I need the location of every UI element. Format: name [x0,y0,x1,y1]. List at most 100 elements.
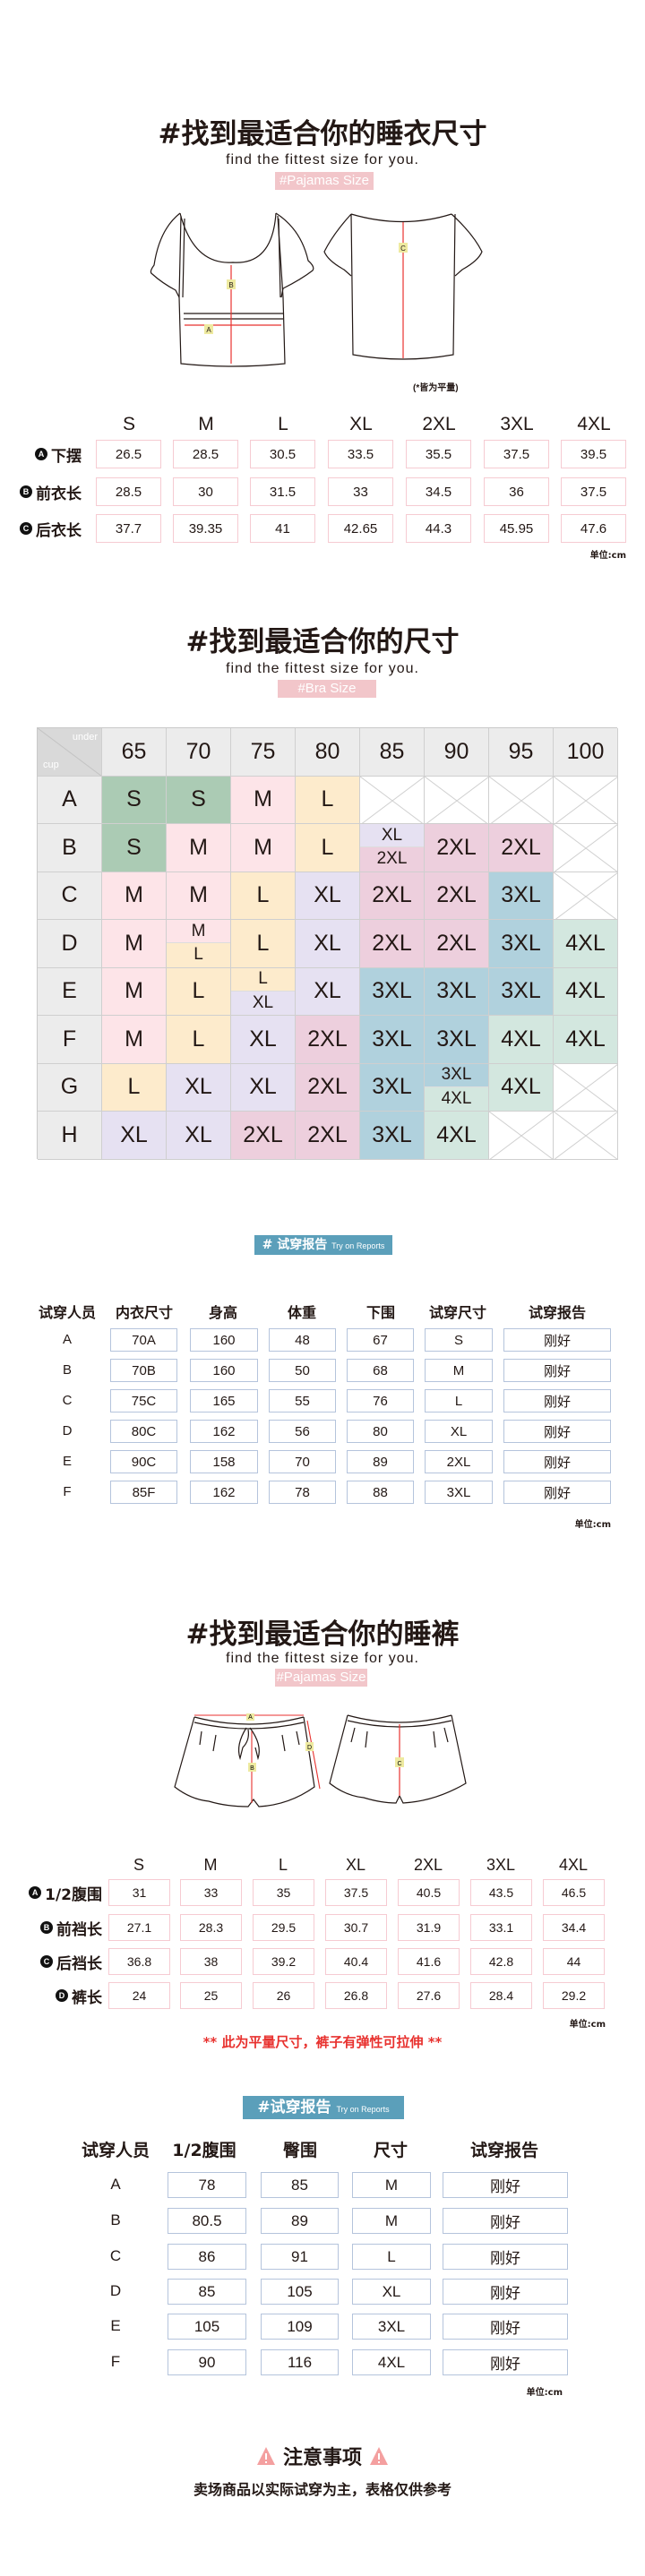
column-header: 试穿人员 [38,1304,97,1321]
tester-id: A [110,2176,121,2193]
size-value-cell: 28.5 [96,477,161,506]
underbust-header: 90 [425,728,489,777]
size-header: 2XL [413,1856,443,1874]
report-cell: 刚好 [503,1389,611,1413]
corner-label-under: under [72,732,98,743]
size-value-cell: 30.7 [325,1914,387,1941]
size-cell: 3XL [360,1016,425,1064]
size-value-cell: 33.1 [470,1914,532,1941]
size-cell: 2XL [231,1112,296,1160]
tester-id: E [110,2317,121,2334]
pajama-top-badge: #Pajamas Size [275,172,374,190]
size-value-cell: 47.6 [561,514,626,543]
tester-id: B [110,2211,121,2228]
size-cell: 2XL [360,872,425,920]
row-label: A 1/2腹围 [29,1879,102,1906]
size-cell: S [102,824,167,872]
size-cell: 3XL [360,1112,425,1160]
size-value-cell: 39.35 [173,514,238,543]
label-a: A [248,1714,253,1721]
size-header: M [203,1856,218,1874]
report-cell: 刚好 [443,2349,568,2375]
report-cell: 刚好 [503,1481,611,1504]
size-value-cell: 25 [180,1982,242,2009]
size-cell: 4XL [489,1063,554,1112]
report-cell: M [425,1359,493,1382]
size-option: L [167,943,230,967]
size-value-cell: 39.2 [253,1948,314,1975]
size-value-cell: 33 [180,1879,242,1906]
marker-icon: B [40,1921,53,1934]
report-cell: 3XL [425,1481,493,1504]
tester-id: F [63,1484,72,1499]
bra-title: #找到最适合你的尺寸 [185,626,460,658]
size-header: S [122,414,136,434]
report-cell: 刚好 [503,1450,611,1473]
size-option: 4XL [425,1086,488,1111]
size-cell: 2XL [296,1112,360,1160]
size-value-cell: 45.95 [484,514,549,543]
size-value-cell: 29.2 [543,1982,605,2009]
size-cell: 2XL [425,824,489,872]
size-value-cell: 24 [108,1982,170,2009]
marker-icon: C [40,1955,53,1968]
bra-size-table: under cup 65 70 75 80 85 90 95 100 A S S M L B S M M L XL 2XL… [37,727,618,1160]
shirt-back-diagram: C [323,213,483,360]
marker-icon: C [20,522,32,535]
report-cell: 刚好 [443,2208,568,2234]
report-cell: 162 [190,1420,258,1443]
report-cell: 80C [110,1420,177,1443]
split-size-cell: L XL [231,967,296,1016]
underbust-header: 95 [489,728,554,777]
tester-id: C [62,1393,73,1408]
label-a: A [206,326,211,334]
cup-header: C [38,872,102,920]
column-header: 体重 [287,1304,317,1321]
report-cell: 75C [110,1389,177,1413]
size-cell: XL [102,1112,167,1160]
size-cell: L [102,1063,167,1112]
size-option: M [167,920,230,944]
report-cell: 162 [190,1481,258,1504]
tester-id: B [62,1362,73,1378]
size-value-cell: 44 [543,1948,605,1975]
cross-icon [489,1112,553,1159]
size-header: S [133,1856,145,1874]
report-cell: 160 [190,1359,258,1382]
report-cell: 3XL [352,2314,431,2340]
size-cell: XL [296,872,360,920]
shorts-back-diagram: C [329,1714,467,1804]
report-cell: 刚好 [443,2279,568,2305]
cross-icon [554,824,617,872]
report-cell: 86 [168,2244,246,2270]
label-b: B [250,1765,254,1772]
pants-report-badge: #试穿报告 Try on Reports [243,2096,404,2119]
report-cell: L [425,1389,493,1413]
cross-icon [554,776,617,824]
size-value-cell: 28.5 [173,440,238,468]
report-cell: XL [352,2279,431,2305]
size-cell: 3XL [489,872,554,920]
size-value-cell: 30 [173,477,238,506]
size-option: L [231,967,295,992]
report-cell: 165 [190,1389,258,1413]
size-cell: L [231,920,296,968]
report-cell: 70B [110,1359,177,1382]
row-label-text: 下摆 [51,447,82,466]
cross-icon [489,776,553,824]
pajama-top-title: #找到最适合你的睡衣尺寸 [158,118,487,150]
tester-id: F [110,2353,121,2370]
size-value-cell: 34.4 [543,1914,605,1941]
report-cell: 109 [261,2314,339,2340]
size-cell: 4XL [425,1112,489,1160]
column-header: 身高 [208,1304,238,1321]
size-cell: 2XL [425,872,489,920]
column-header: 下围 [366,1304,396,1321]
marker-icon: A [29,1886,42,1899]
report-cell: 刚好 [503,1359,611,1382]
size-value-cell: 35 [253,1879,314,1906]
row-label-text: 1/2腹围 [45,1885,102,1904]
unavailable-cell [554,1112,618,1160]
cup-header: G [38,1063,102,1112]
cup-header: A [38,776,102,824]
